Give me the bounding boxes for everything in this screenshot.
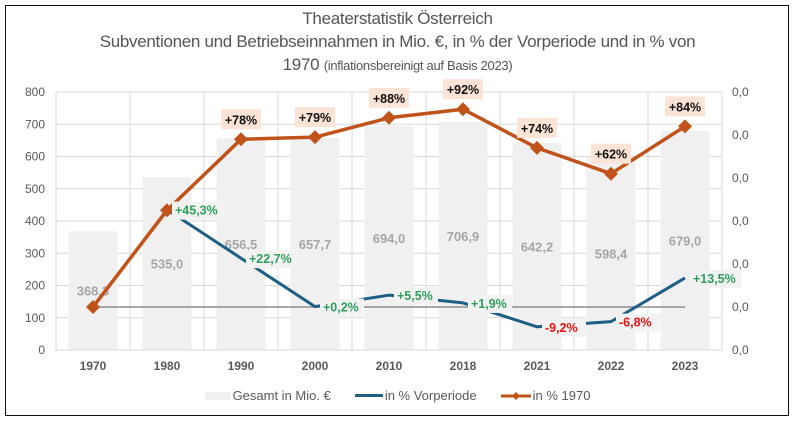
pct1970-label-bg: [295, 107, 335, 128]
x-tick-label: 2000: [302, 359, 329, 373]
legend-item-pct1970[interactable]: in % 1970: [500, 388, 591, 403]
vorperiode-label: +13,5%: [693, 272, 736, 286]
bar-value-label: 706,9: [447, 229, 480, 244]
y-tick-label: 100: [25, 311, 45, 325]
chart-title-line3: 1970 (inflationsbereinigt auf Basis 2023…: [0, 53, 795, 77]
axes: 0 100 200 300 400 500 600 700 800 0,0 0,0 0,0 0,0 0,0…: [25, 85, 749, 373]
y2-tick-label: 0,0: [732, 343, 749, 357]
marker-pct1970: [160, 203, 174, 218]
marker-pct1970: [678, 119, 692, 134]
bar: [216, 138, 266, 350]
vorperiode-label: -9,2%: [545, 321, 578, 335]
y-tick-label: 800: [25, 85, 45, 99]
bar: [512, 142, 562, 350]
chart-title: Theaterstatistik Österreich Subventionen…: [0, 8, 795, 77]
vorperiode-label-bg: [542, 318, 586, 337]
vorperiode-label: -6,8%: [619, 316, 652, 330]
pct1970-label: +62%: [595, 148, 627, 162]
y2-tick-label: 0,0: [732, 257, 749, 271]
legend-label-vorperiode: in % Vorperiode: [384, 388, 477, 403]
y2-tick-label: 0,0: [732, 214, 749, 228]
marker-pct1970: [530, 140, 544, 155]
legend-swatch-vorperiode: [354, 394, 383, 397]
bar-value-label: 642,2: [521, 239, 554, 254]
pct1970-label-bg: [221, 109, 261, 130]
pct1970-label-bg: [517, 117, 557, 138]
legend: Gesamt in Mio. € in % Vorperiode in % 19…: [0, 388, 795, 403]
bar-value-label: 694,0: [373, 231, 406, 246]
legend-swatch-bar: [204, 391, 231, 400]
vorperiode-label-bg: [246, 250, 298, 269]
vorperiode-label-bg: [616, 313, 660, 332]
bar-value-label: 656,5: [225, 237, 258, 252]
marker-pct1970: [308, 130, 322, 145]
bar-value-label: 679,0: [669, 234, 702, 249]
x-tick-label: 2018: [450, 359, 477, 373]
bar-value-label: 657,7: [299, 237, 332, 252]
y-tick-label: 500: [25, 182, 45, 196]
bar: [660, 131, 710, 350]
vorperiode-label-bg: [690, 269, 742, 288]
vorperiode-label-bg: [394, 287, 438, 306]
x-tick-label: 2023: [672, 359, 699, 373]
pct1970-label: +74%: [521, 122, 553, 136]
chart-title-line1: Theaterstatistik Österreich: [302, 9, 493, 28]
legend-swatch-pct1970: [500, 391, 531, 400]
pct1970-label-bg: [443, 79, 483, 100]
bar-value-label: 598,4: [595, 247, 628, 262]
bar: [364, 126, 414, 350]
vorperiode-label: +45,3%: [175, 204, 218, 218]
pct1970-label: +92%: [447, 83, 479, 97]
legend-item-vorperiode[interactable]: in % Vorperiode: [354, 388, 477, 403]
vorperiode-label: +1,9%: [471, 297, 507, 311]
pct1970-label: +79%: [299, 111, 331, 125]
chart-title-line2: Subventionen und Betriebseinnahmen in Mi…: [99, 32, 696, 51]
marker-pct1970: [382, 110, 396, 125]
y-tick-label: 200: [25, 279, 45, 293]
y2-tick-label: 0,0: [732, 300, 749, 314]
vorperiode-label-bg: [172, 201, 224, 220]
bar-value-label: 535,0: [151, 257, 184, 272]
pct1970-label-bg: [369, 87, 409, 108]
y-tick-label: 0: [38, 343, 45, 357]
x-tick-label: 1990: [228, 359, 255, 373]
pct1970-label: +78%: [225, 113, 257, 127]
marker-pct1970: [604, 166, 618, 181]
y-tick-label: 700: [25, 117, 45, 131]
x-tick-label: 2021: [524, 359, 551, 373]
pct1970-label: +88%: [373, 92, 405, 106]
vorperiode-label-bg: [320, 298, 364, 317]
chart-title-year: 1970: [282, 55, 320, 74]
bars: [68, 122, 710, 350]
series-markers: [86, 102, 692, 314]
x-tick-label: 2010: [376, 359, 403, 373]
y-tick-label: 400: [25, 214, 45, 228]
x-tick-label: 2022: [598, 359, 625, 373]
y2-tick-label: 0,0: [732, 171, 749, 185]
marker-pct1970: [456, 102, 470, 117]
pct1970-label-bg: [591, 143, 631, 164]
legend-label-pct1970: in % 1970: [532, 388, 591, 403]
legend-item-gesamt[interactable]: Gesamt in Mio. €: [204, 388, 331, 403]
x-tick-label: 1970: [80, 359, 107, 373]
y2-tick-label: 0,0: [732, 128, 749, 142]
y-tick-label: 600: [25, 150, 45, 164]
y2-tick-label: 0,0: [732, 85, 749, 99]
marker-pct1970: [86, 300, 100, 314]
vorperiode-label: +22,7%: [249, 252, 292, 266]
vorperiode-label-bg: [468, 294, 512, 313]
marker-pct1970: [234, 132, 248, 147]
vorperiode-label: +5,5%: [397, 289, 433, 303]
legend-label-gesamt: Gesamt in Mio. €: [232, 388, 331, 403]
data-labels: +45,3% +22,7% +0,2% +5,5% +1,9% -9,2% -6,8% +13…: [172, 79, 742, 337]
pct1970-label: +84%: [669, 100, 701, 114]
x-tick-label: 1980: [154, 359, 181, 373]
y-tick-label: 300: [25, 246, 45, 260]
pct1970-label-bg: [665, 96, 705, 117]
bar: [68, 231, 118, 350]
chart-title-note: (inflationsbereinigt auf Basis 2023): [323, 58, 513, 73]
vorperiode-label: +0,2%: [323, 301, 359, 315]
